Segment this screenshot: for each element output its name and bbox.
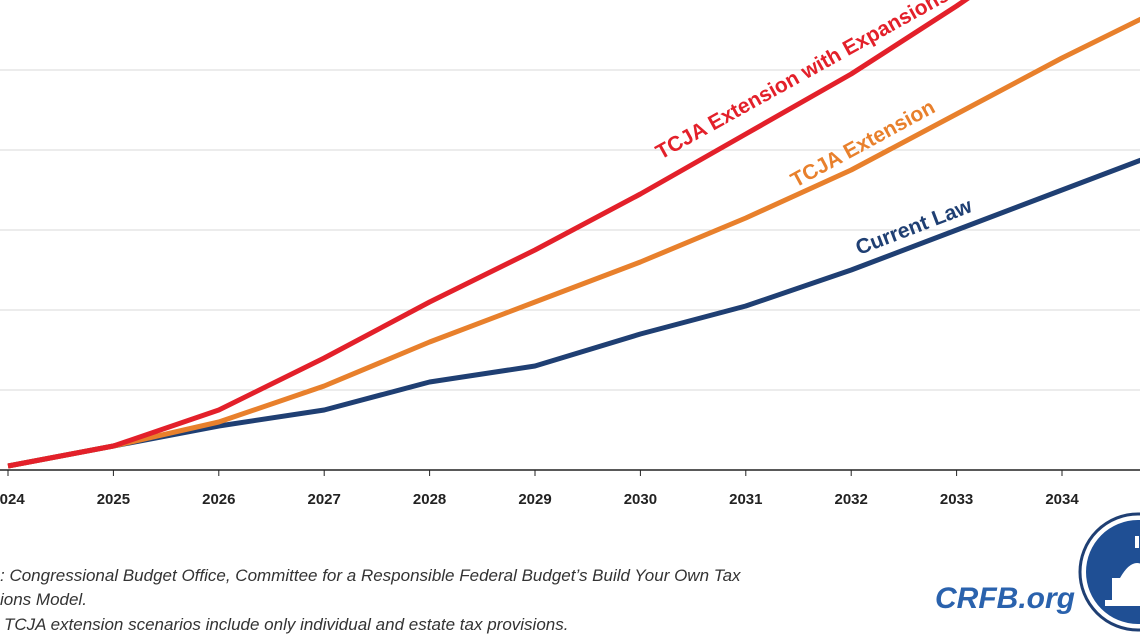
x-tick-label: 2034 [1045,491,1079,508]
x-tick-label: 2024 [0,491,25,508]
x-tick-label: 2032 [835,491,868,508]
x-tick-label: 2033 [940,491,973,508]
x-tick-label: 2028 [413,491,446,508]
logo-seal [1078,512,1140,632]
note: TCJA extension scenarios include only in… [4,615,568,634]
x-tick-label: 2029 [518,491,551,508]
x-tick-label: 2030 [624,491,657,508]
series-line [7,16,1140,469]
series-label: Current Law [853,194,976,260]
series-line [7,0,970,469]
x-tick-label: 2031 [729,491,762,508]
series-label: TCJA Extension [787,96,939,193]
x-tick-label: 2025 [97,491,130,508]
note: : Congressional Budget Office, Committee… [0,566,741,585]
logo-text: CRFB.org [935,582,1075,615]
x-tick-label: 2026 [202,491,235,508]
note: ions Model. [0,590,87,609]
series-line [7,157,1140,469]
x-tick-label: 2027 [308,491,341,508]
